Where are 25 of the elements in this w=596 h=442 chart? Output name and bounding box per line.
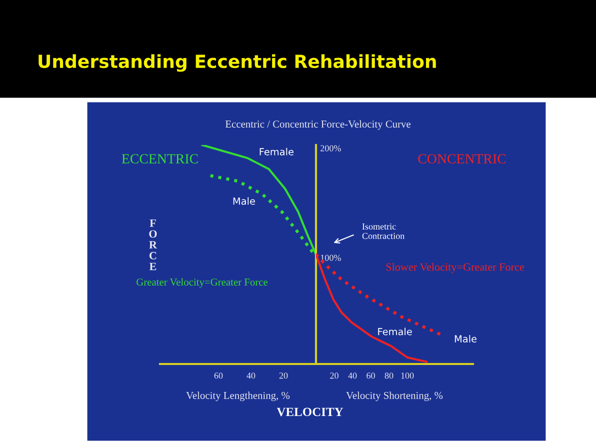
x-axis-title: Velocity Lengthening, % — [186, 392, 290, 402]
annotation: Isometric Contraction — [362, 223, 404, 239]
y-tick-label: 100% — [320, 254, 341, 261]
annotation: Greater Velocity=Greater Force — [136, 278, 268, 288]
series-label: Male — [454, 334, 476, 343]
chart-subtitle: Eccentric / Concentric Force-Velocity Curve — [225, 120, 410, 130]
annotation: CONCENTRIC — [418, 154, 506, 164]
x-axis-title: Velocity Shortening, % — [346, 392, 443, 402]
series-label: Male — [233, 197, 255, 205]
x-tick-label: 100 — [401, 372, 414, 379]
x-tick-label: 60 — [214, 372, 223, 379]
y-tick-label: 200% — [320, 145, 341, 152]
text: VELOCITY — [276, 408, 344, 416]
series-label: Female — [378, 328, 412, 336]
x-tick-label: 20 — [330, 372, 338, 379]
y-axis-title: FORCE — [149, 219, 158, 270]
x-tick-label: 80 — [384, 372, 394, 379]
annotation: Slower Velocity=Greater Force — [386, 262, 524, 274]
x-tick-label: 60 — [366, 372, 375, 379]
x-tick-label: 20 — [279, 372, 288, 379]
x-tick-label: 40 — [348, 372, 357, 379]
x-tick-label: 40 — [246, 372, 256, 379]
annotation: ECCENTRIC — [122, 154, 198, 164]
chart-title: Understanding Eccentric Rehabilitation — [38, 54, 436, 72]
series-label: Female — [260, 148, 294, 156]
